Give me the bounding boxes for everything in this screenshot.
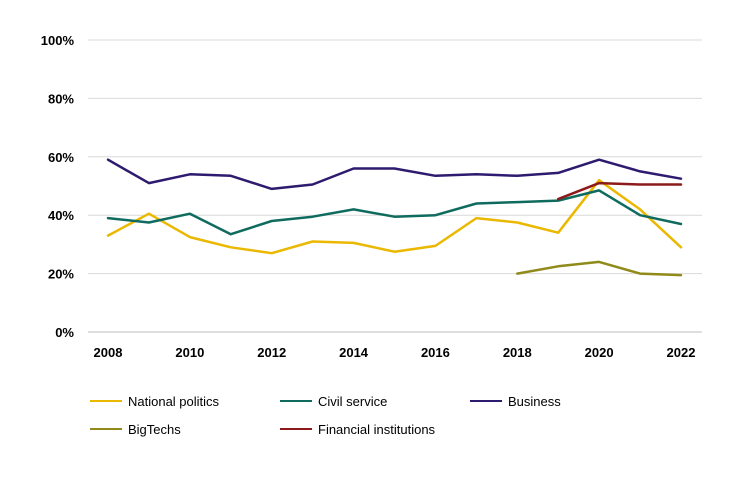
series-line-financial-institutions bbox=[556, 181, 683, 201]
y-tick-label: 60% bbox=[48, 150, 74, 165]
x-tick-label: 2022 bbox=[667, 345, 696, 360]
x-tick-label: 2008 bbox=[94, 345, 123, 360]
x-tick-label: 2012 bbox=[257, 345, 286, 360]
y-tick-label: 40% bbox=[48, 208, 74, 223]
y-tick-label: 0% bbox=[55, 325, 74, 340]
series-line-national-politics bbox=[106, 178, 683, 255]
y-tick-label: 20% bbox=[48, 267, 74, 282]
series-line-civil-service bbox=[106, 189, 683, 236]
y-tick-label: 100% bbox=[41, 33, 75, 48]
series-line-bigtechs bbox=[516, 260, 683, 277]
x-tick-label: 2010 bbox=[175, 345, 204, 360]
y-tick-label: 80% bbox=[48, 91, 74, 106]
series-line-business bbox=[106, 158, 683, 191]
x-tick-label: 2016 bbox=[421, 345, 450, 360]
x-tick-label: 2018 bbox=[503, 345, 532, 360]
x-tick-label: 2014 bbox=[339, 345, 369, 360]
x-tick-label: 2020 bbox=[585, 345, 614, 360]
